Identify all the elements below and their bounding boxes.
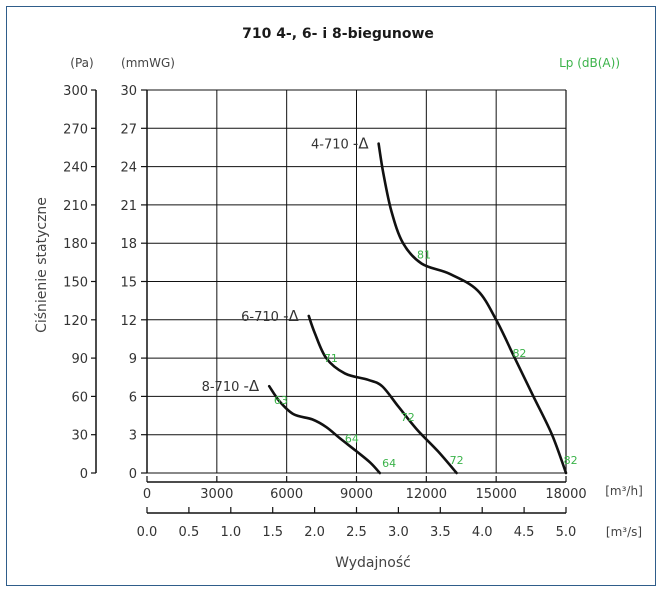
y-tick-label-pa: 120: [63, 314, 88, 329]
x-tick-label-m3s: 3.0: [388, 525, 409, 540]
x-unit-m3s: [m³/s]: [606, 525, 642, 539]
chart-frame: [6, 6, 656, 586]
axes: 0306090120150180210240270300036912151821…: [63, 84, 587, 540]
curve-label-8-710: 8-710 -Δ: [202, 377, 260, 395]
curve-connection-symbol: -Δ: [353, 135, 369, 153]
curve-8-710: [267, 384, 382, 475]
y-unit-mmwg: (mmWG): [121, 56, 175, 70]
y-tick-label-pa: 240: [63, 161, 88, 176]
noise-label: 71: [324, 352, 338, 365]
y-tick-label-mmwg: 12: [120, 314, 137, 329]
y-tick-label-mmwg: 21: [120, 199, 137, 214]
noise-label: 63: [274, 394, 288, 407]
y-tick-label-pa: 270: [63, 122, 88, 137]
x-tick-label-m3h: 12000: [406, 487, 447, 502]
curve-label-6-710: 6-710 -Δ: [241, 307, 299, 325]
curve-6-710: [307, 314, 458, 475]
y-tick-label-mmwg: 24: [120, 161, 137, 176]
curve-name: 8-710: [202, 380, 244, 395]
x-tick-label-m3s: 4.0: [472, 525, 493, 540]
x-tick-label-m3h: 3000: [200, 487, 233, 502]
y-tick-label-mmwg: 3: [129, 429, 137, 444]
curve-label-4-710: 4-710 -Δ: [311, 135, 369, 153]
x-tick-label-m3s: 2.5: [346, 525, 367, 540]
noise-label: 82: [564, 454, 578, 467]
x-tick-label-m3h: 18000: [545, 487, 586, 502]
x-unit-m3h: [m³/h]: [605, 484, 643, 498]
y-tick-label-pa: 210: [63, 199, 88, 214]
noise-label: 82: [512, 347, 526, 360]
chart-title: 710 4-, 6- i 8-biegunowe: [242, 26, 434, 42]
curves: 4-710 -Δ 81 82 82 6-710 -Δ 71 72 72 8-710 -Δ 63 64…: [202, 135, 578, 475]
x-tick-label-m3h: 0: [143, 487, 151, 502]
noise-label: 81: [417, 249, 431, 262]
noise-label: 64: [345, 433, 359, 446]
x-tick-label-m3s: 0.0: [137, 525, 158, 540]
x-tick-label-m3s: 2.0: [304, 525, 325, 540]
noise-label: 72: [450, 454, 464, 467]
y-tick-label-mmwg: 30: [120, 84, 137, 99]
curve-4-710: [377, 142, 568, 475]
y-tick-label-mmwg: 15: [120, 276, 137, 291]
y-tick-label-mmwg: 18: [120, 237, 137, 252]
curve-name: 4-710: [311, 138, 353, 153]
y-axis-label: Ciśnienie statyczne: [34, 197, 50, 333]
y-tick-label-mmwg: 9: [129, 352, 137, 367]
noise-label: 64: [382, 457, 396, 470]
y-tick-label-pa: 180: [63, 237, 88, 252]
x-tick-label-m3h: 6000: [270, 487, 303, 502]
y-tick-label-pa: 60: [71, 390, 88, 405]
noise-unit-label: Lp (dB(A)): [559, 56, 620, 70]
y-tick-label-pa: 150: [63, 276, 88, 291]
x-tick-label-m3s: 3.5: [430, 525, 451, 540]
noise-label: 72: [401, 411, 415, 424]
y-tick-label-pa: 30: [71, 429, 88, 444]
x-tick-label-m3h: 15000: [475, 487, 516, 502]
curve-connection-symbol: -Δ: [283, 307, 299, 325]
y-tick-label-mmwg: 0: [129, 467, 137, 482]
y-tick-label-mmwg: 27: [120, 122, 137, 137]
y-tick-label-pa: 0: [80, 467, 88, 482]
y-tick-label-pa: 300: [63, 84, 88, 99]
x-tick-label-m3s: 0.5: [179, 525, 200, 540]
y-tick-label-mmwg: 6: [129, 390, 137, 405]
y-unit-pa: (Pa): [70, 56, 93, 70]
curve-connection-symbol: -Δ: [244, 377, 260, 395]
x-tick-label-m3h: 9000: [340, 487, 373, 502]
y-tick-label-pa: 90: [71, 352, 88, 367]
curve-name: 6-710: [241, 310, 283, 325]
x-tick-label-m3s: 1.0: [220, 525, 241, 540]
x-tick-label-m3s: 5.0: [556, 525, 577, 540]
x-tick-label-m3s: 4.5: [514, 525, 535, 540]
x-tick-label-m3s: 1.5: [262, 525, 283, 540]
x-axis-label: Wydajność: [335, 555, 411, 571]
